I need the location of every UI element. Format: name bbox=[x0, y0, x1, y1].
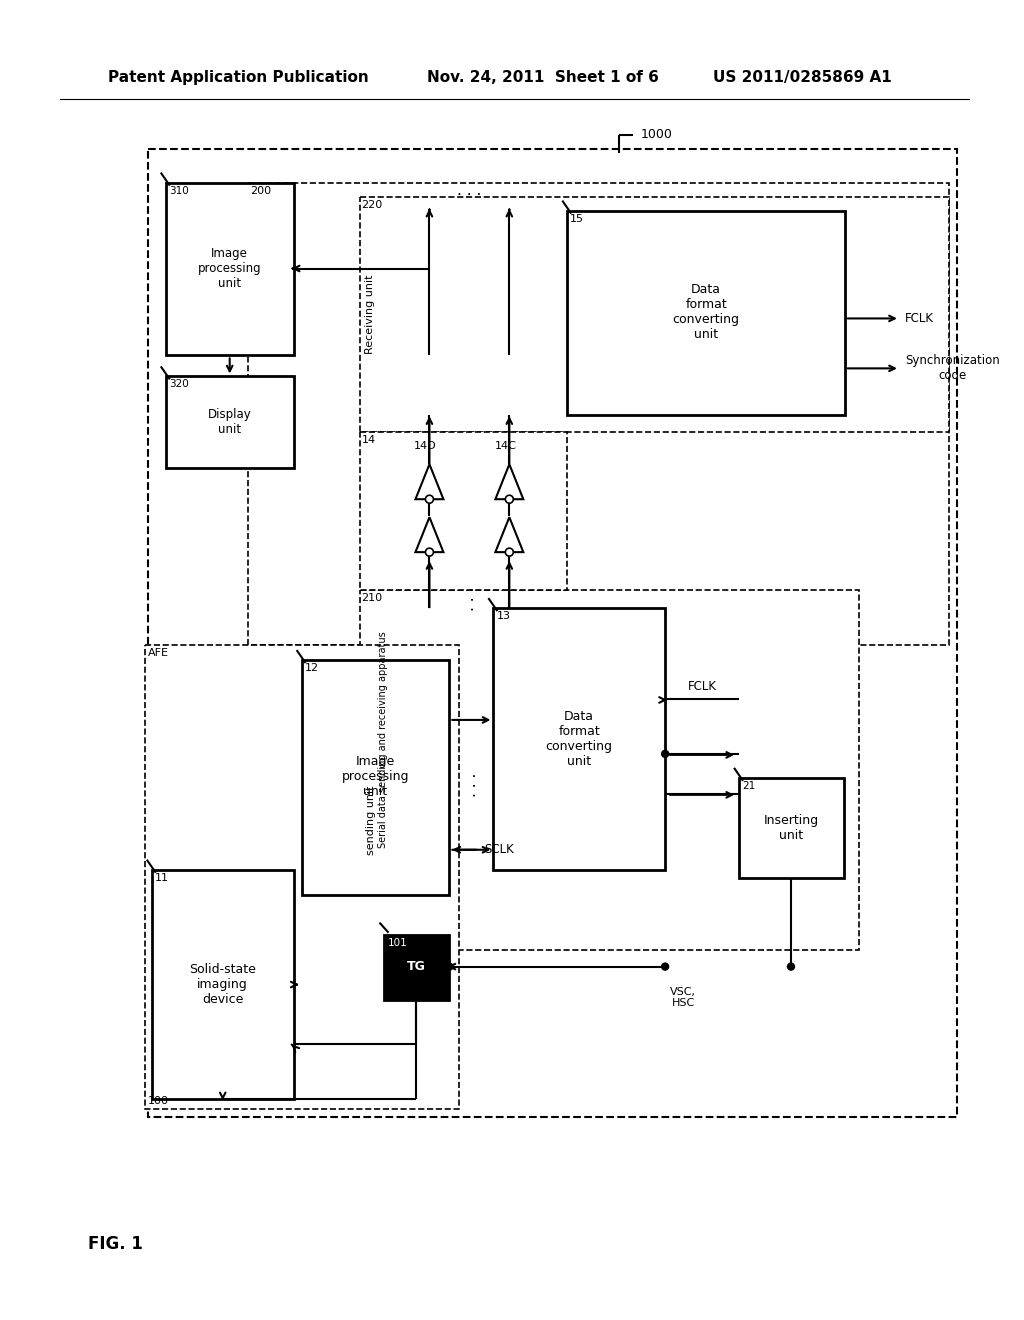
Text: 21: 21 bbox=[742, 781, 756, 791]
Text: 14C: 14C bbox=[495, 441, 516, 451]
Text: 200: 200 bbox=[250, 186, 270, 195]
Bar bbox=[384, 935, 450, 999]
Bar bbox=[739, 777, 844, 878]
Circle shape bbox=[662, 750, 669, 758]
Text: Display
unit: Display unit bbox=[208, 408, 252, 437]
Circle shape bbox=[787, 964, 795, 970]
Text: Synchronization
code: Synchronization code bbox=[905, 354, 999, 383]
Circle shape bbox=[505, 495, 513, 503]
Circle shape bbox=[662, 964, 669, 970]
Text: 320: 320 bbox=[169, 379, 188, 389]
Bar bbox=[152, 870, 294, 1100]
Text: Serial data sending and receiving apparatus: Serial data sending and receiving appara… bbox=[378, 631, 387, 849]
Circle shape bbox=[445, 964, 453, 970]
Bar bbox=[166, 182, 294, 355]
Text: Receiving unit: Receiving unit bbox=[365, 275, 375, 354]
Text: 12: 12 bbox=[304, 663, 318, 673]
Text: 210: 210 bbox=[361, 593, 383, 603]
Text: SCLK: SCLK bbox=[484, 843, 514, 857]
Bar bbox=[359, 590, 859, 949]
Text: Image
processing
unit: Image processing unit bbox=[198, 247, 261, 290]
Text: 15: 15 bbox=[570, 214, 585, 223]
Text: TG: TG bbox=[407, 960, 426, 973]
Bar bbox=[248, 182, 949, 645]
Text: Patent Application Publication: Patent Application Publication bbox=[108, 70, 369, 86]
Text: 13: 13 bbox=[497, 611, 510, 622]
Text: Image
processing
unit: Image processing unit bbox=[342, 755, 410, 799]
Text: FIG. 1: FIG. 1 bbox=[88, 1236, 142, 1253]
Text: 101: 101 bbox=[387, 937, 408, 948]
Text: 100: 100 bbox=[147, 1097, 169, 1106]
Text: 14: 14 bbox=[361, 436, 376, 445]
Bar bbox=[359, 432, 567, 590]
Text: FCLK: FCLK bbox=[905, 312, 934, 325]
Bar bbox=[494, 609, 666, 870]
Text: VSC,
HSC: VSC, HSC bbox=[670, 986, 696, 1008]
Text: . . .: . . . bbox=[462, 587, 477, 611]
Text: Data
format
converting
unit: Data format converting unit bbox=[546, 710, 612, 768]
Bar bbox=[144, 645, 460, 1109]
Text: 310: 310 bbox=[169, 186, 188, 195]
Bar bbox=[147, 149, 956, 1118]
Text: US 2011/0285869 A1: US 2011/0285869 A1 bbox=[713, 70, 892, 86]
Bar bbox=[302, 660, 450, 895]
Text: Nov. 24, 2011  Sheet 1 of 6: Nov. 24, 2011 Sheet 1 of 6 bbox=[427, 70, 659, 86]
Circle shape bbox=[505, 548, 513, 556]
Text: . . .: . . . bbox=[457, 183, 481, 198]
Circle shape bbox=[425, 495, 433, 503]
Text: 14D: 14D bbox=[414, 441, 437, 451]
Bar bbox=[359, 197, 949, 432]
Circle shape bbox=[425, 548, 433, 556]
Text: Solid-state
imaging
device: Solid-state imaging device bbox=[189, 964, 256, 1006]
Text: AFE: AFE bbox=[147, 648, 169, 657]
Text: sending unit: sending unit bbox=[366, 785, 376, 854]
Text: 220: 220 bbox=[361, 199, 383, 210]
Bar bbox=[166, 376, 294, 469]
Text: . . .: . . . bbox=[464, 772, 479, 797]
Text: 11: 11 bbox=[155, 873, 169, 883]
Bar bbox=[567, 211, 845, 416]
Text: FCLK: FCLK bbox=[687, 681, 717, 693]
Text: Inserting
unit: Inserting unit bbox=[764, 814, 818, 842]
Text: 1000: 1000 bbox=[641, 128, 673, 141]
Text: Data
format
converting
unit: Data format converting unit bbox=[673, 284, 739, 342]
